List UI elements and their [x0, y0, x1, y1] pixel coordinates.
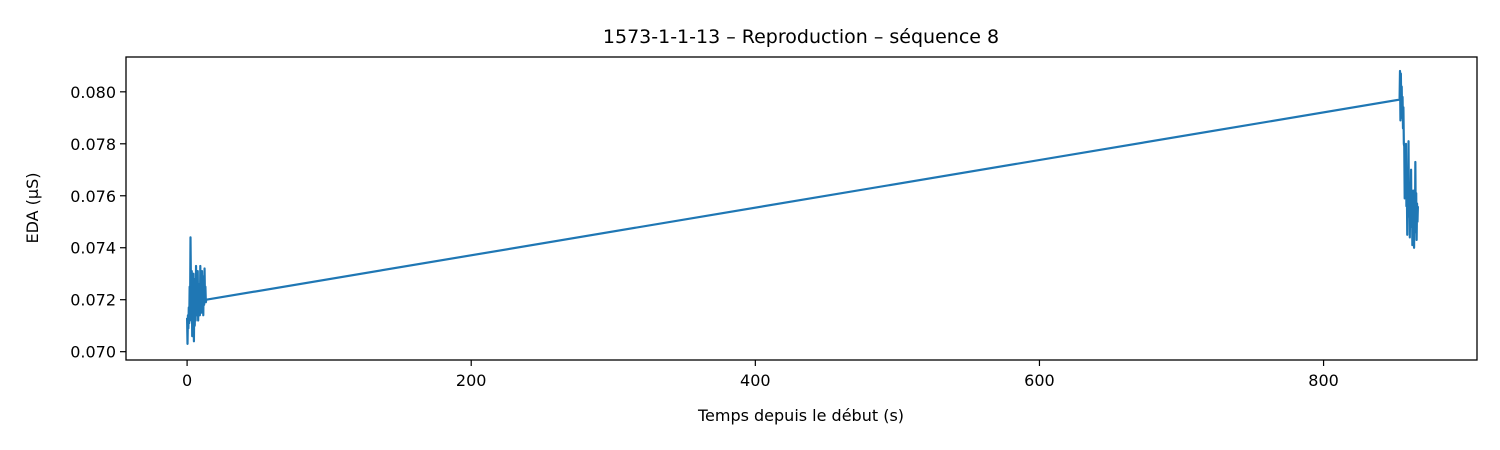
y-tick-label: 0.076 — [70, 187, 116, 206]
plot-frame — [125, 56, 1478, 361]
y-tick-label: 0.078 — [70, 135, 116, 154]
x-axis: 0 200 400 600 800 — [182, 360, 1339, 390]
x-tick-label: 0 — [182, 371, 192, 390]
y-tick-label: 0.072 — [70, 291, 116, 310]
y-axis: 0.070 0.072 0.074 0.076 0.078 0.080 — [70, 83, 126, 362]
x-axis-label: Temps depuis le début (s) — [697, 406, 904, 425]
chart-title: 1573-1-1-13 – Reproduction – séquence 8 — [603, 26, 999, 48]
series-line-0 — [185, 69, 1419, 345]
y-axis-label: EDA (µS) — [23, 173, 42, 244]
x-tick-label: 600 — [1024, 371, 1055, 390]
y-tick-label: 0.074 — [70, 239, 116, 258]
x-tick-label: 800 — [1308, 371, 1339, 390]
plot-area — [185, 69, 1419, 345]
y-tick-label: 0.070 — [70, 343, 116, 362]
x-tick-label: 200 — [456, 371, 487, 390]
y-tick-label: 0.080 — [70, 83, 116, 102]
x-tick-label: 400 — [740, 371, 771, 390]
